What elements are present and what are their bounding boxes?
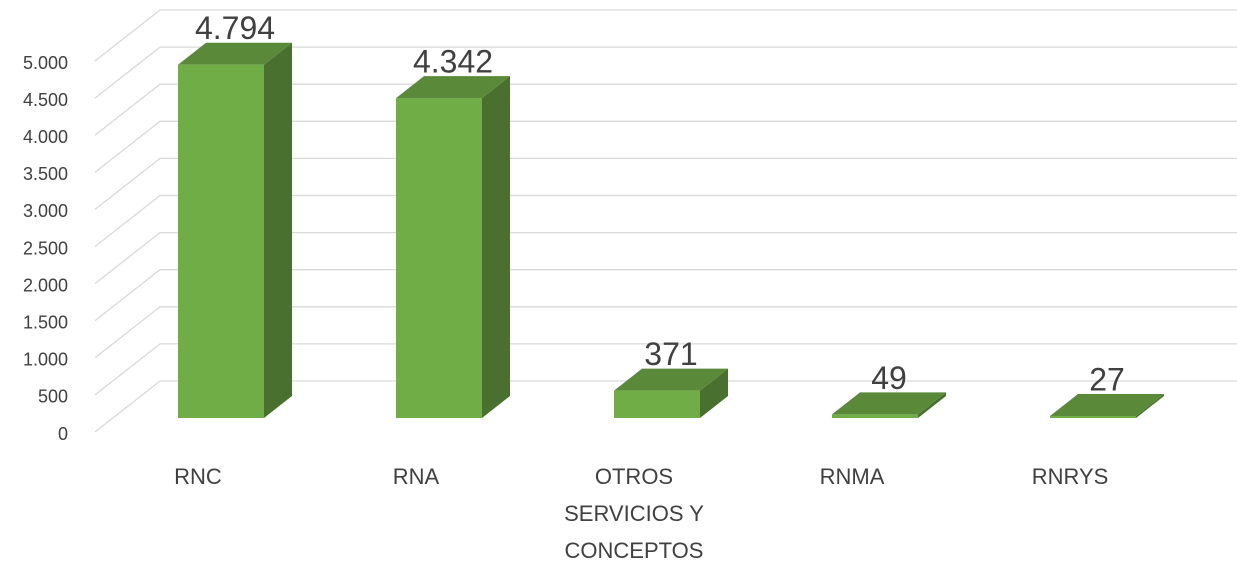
grid-line [94, 157, 1237, 210]
y-tick-label: 2.500 [23, 238, 68, 258]
y-tick-label: 5.000 [23, 53, 68, 73]
bar-side [700, 368, 728, 418]
data-label: 49 [871, 360, 907, 396]
grid-line [94, 194, 1237, 248]
data-label: 371 [644, 336, 697, 372]
bar-top [832, 392, 946, 415]
x-tick-label: RNA [393, 464, 440, 489]
grid-line [94, 343, 1237, 396]
y-tick-label: 2.000 [23, 275, 68, 295]
grid-line [94, 306, 1237, 359]
x-tick-label: RNMA [820, 464, 885, 489]
bar-side [264, 42, 292, 418]
bar-top [178, 42, 292, 65]
x-tick-label: RNC [174, 464, 222, 489]
bar [614, 390, 700, 418]
y-tick-label: 0 [58, 424, 68, 444]
y-tick-label: 500 [38, 387, 68, 407]
bar-top [396, 76, 510, 99]
grid-line [94, 269, 1237, 322]
grid-line [94, 9, 1237, 62]
y-tick-label: 4.500 [23, 90, 68, 110]
y-tick-label: 1.500 [23, 312, 68, 332]
x-tick-label: RNRYS [1032, 464, 1109, 489]
y-tick-label: 1.000 [23, 350, 68, 370]
data-label: 4.794 [195, 10, 275, 46]
bar [178, 64, 264, 418]
bar [396, 98, 482, 419]
x-tick-label: OTROS SERVICIOS Y CONCEPTOS [564, 464, 704, 563]
bar [832, 414, 918, 418]
bar-top [1050, 394, 1164, 417]
y-tick-label: 4.000 [23, 127, 68, 147]
bar [1050, 416, 1136, 418]
y-tick-label: 3.500 [23, 164, 68, 184]
grid-line [94, 231, 1237, 285]
grid-line [94, 83, 1237, 136]
bar-side [482, 76, 510, 419]
y-tick-label: 3.000 [23, 201, 68, 221]
grid-line [94, 120, 1237, 173]
bar-side [918, 392, 946, 418]
grid-line [94, 380, 1237, 433]
data-label: 4.342 [413, 44, 493, 80]
bar-side [1136, 394, 1164, 418]
data-label: 27 [1089, 361, 1125, 397]
grid-line [94, 46, 1237, 99]
bar-top [614, 368, 728, 391]
